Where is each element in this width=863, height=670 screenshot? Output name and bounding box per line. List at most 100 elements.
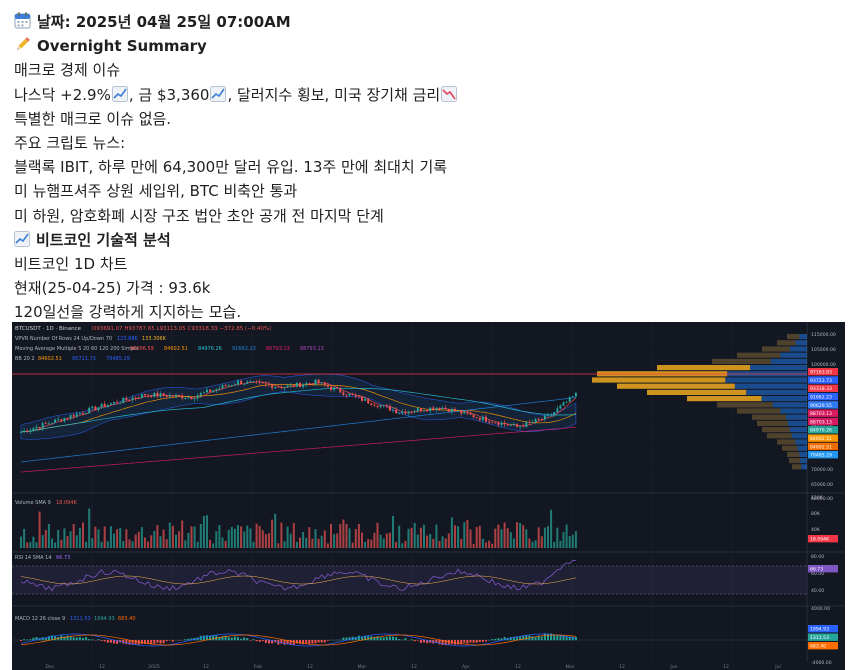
volume-profile-bar [786, 414, 807, 420]
macd-tag [808, 625, 838, 633]
volume-bar [249, 528, 252, 548]
macd-histogram-bar [134, 640, 137, 645]
macd-histogram-bar [190, 638, 193, 641]
candle-body [26, 430, 29, 432]
volume-bar [38, 511, 41, 548]
volume-bar [252, 541, 255, 548]
macd-histogram-bar [66, 635, 69, 641]
btc-title: 비트코인 기술적 분석 [14, 228, 854, 252]
macd-histogram-bar [221, 636, 224, 641]
macd-histogram-bar [373, 636, 376, 641]
candle-body [131, 397, 134, 401]
candle-body [509, 425, 512, 427]
macd-histogram-bar [562, 635, 565, 641]
volume-bar [125, 529, 128, 548]
macd-histogram-bar [286, 640, 289, 645]
candle-body [506, 424, 509, 426]
volume-bar [475, 527, 478, 548]
time-axis-label: Jul [774, 664, 781, 670]
volume-bar [401, 543, 404, 548]
volume-bar [134, 534, 137, 548]
volume-bar [323, 530, 326, 548]
news-item: 미 하원, 암호화폐 시장 구조 법안 초안 공개 전 마지막 단계 [14, 206, 384, 225]
volume-profile-bar [737, 408, 781, 414]
candle-body [258, 381, 261, 383]
candle-body [94, 406, 97, 410]
candle-body [202, 392, 205, 394]
macd-histogram-bar [233, 636, 236, 641]
macd-histogram-bar [413, 640, 416, 642]
volume-bar [159, 536, 162, 548]
candle-body [475, 417, 478, 419]
macd-histogram-bar [187, 638, 190, 641]
macd-histogram-bar [237, 637, 239, 641]
candle-body [568, 397, 571, 402]
volume-bar [339, 523, 342, 548]
volume-bar [342, 519, 345, 548]
macd-histogram-bar [503, 636, 506, 641]
price-tag [808, 392, 838, 401]
volume-bar [376, 522, 379, 548]
candle-body [199, 393, 202, 396]
candle-body [342, 392, 345, 395]
price-axis-label: 105000.00 [811, 347, 836, 353]
macd-histogram-bar [91, 639, 94, 641]
volume-bar [103, 526, 106, 548]
volume-profile-bar [657, 365, 750, 371]
macd-histogram-bar [460, 640, 463, 645]
volume-tag [808, 535, 838, 543]
macd-histogram-bar [271, 640, 274, 644]
price-tag [808, 376, 838, 384]
macro-heading: 매크로 경제 이슈 [14, 61, 121, 80]
macd-histogram-bar [361, 636, 363, 641]
volume-bar [497, 524, 500, 548]
volume-bar [227, 529, 230, 548]
volume-bar [271, 519, 274, 548]
volume-bar [404, 540, 407, 548]
macd-histogram-bar [339, 639, 342, 641]
ma-value: 91662.23 [232, 346, 256, 352]
volume-profile-bar [797, 445, 807, 451]
candle-body [150, 395, 153, 397]
candle-body [88, 407, 91, 414]
macd-histogram-bar [416, 640, 419, 641]
macd-tag [808, 642, 838, 650]
macd-histogram-bar [571, 636, 574, 641]
volume-bar [57, 529, 60, 548]
candle-body [531, 422, 534, 423]
time-axis-label: 12 [307, 664, 313, 670]
volume-bar [187, 532, 190, 548]
news-item: 블랙록 IBIT, 하루 만에 64,300만 달러 유입. 13주 만에 최대… [14, 158, 448, 177]
bb-label: BB 20 2 [15, 356, 35, 362]
candle-body [119, 402, 122, 404]
volume-bar [357, 523, 360, 548]
volume-bar [525, 529, 528, 548]
macd-histogram-bar [255, 640, 258, 642]
volume-profile-bar [737, 352, 781, 358]
candle-body [41, 423, 44, 429]
price-tag [808, 417, 838, 426]
candle-body [218, 388, 221, 390]
candle-body [295, 382, 298, 387]
macd-histogram-bar [23, 639, 26, 641]
macd-histogram-bar [385, 636, 388, 641]
macd-histogram-bar [553, 634, 556, 641]
chart-panel [12, 494, 845, 551]
candle-body [565, 401, 568, 403]
candle-body [485, 416, 487, 422]
macd-histogram-bar [320, 640, 323, 643]
macd-histogram-bar [475, 640, 478, 643]
candle-body [97, 407, 100, 410]
candle-body [283, 387, 286, 389]
btc-title-text: 비트코인 기술적 분석 [36, 230, 171, 249]
volume-bar [292, 523, 295, 548]
macd-histogram-bar [184, 639, 187, 641]
chart-caption: 비트코인 1D 차트 [14, 254, 128, 273]
candle-body [280, 387, 283, 389]
candle-body [137, 397, 140, 399]
price-axis-label: 115000.00 [811, 332, 836, 338]
candle-body [44, 423, 47, 424]
macd-histogram-bar [35, 637, 38, 641]
volume-bar [240, 526, 243, 548]
candle-body [249, 381, 252, 383]
